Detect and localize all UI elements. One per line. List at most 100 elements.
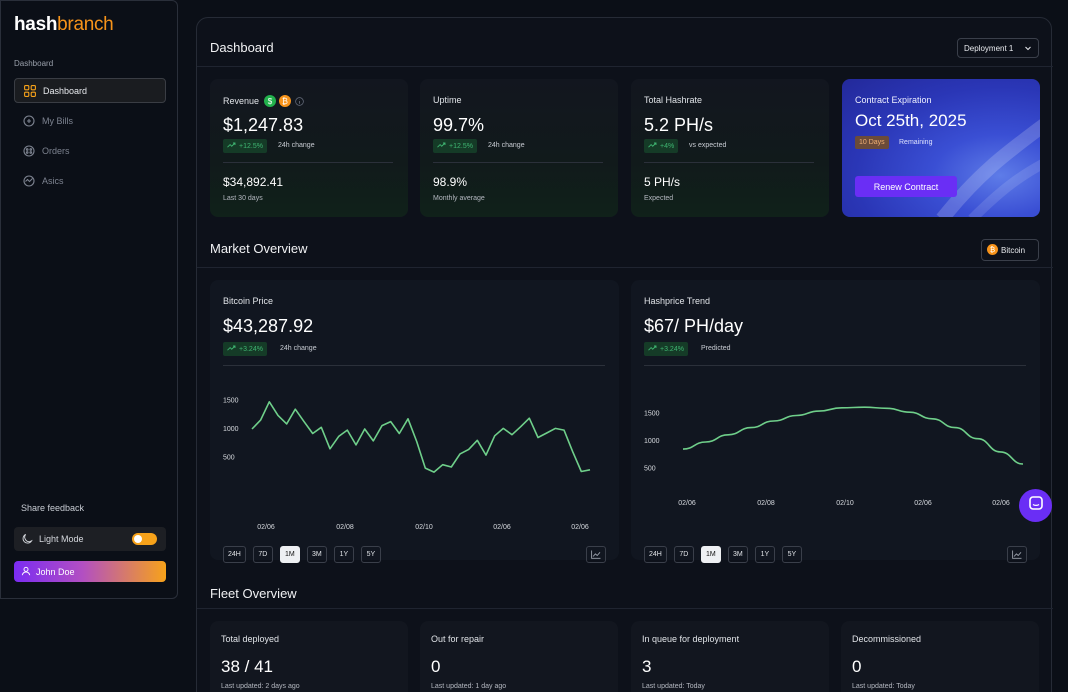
renew-contract-button[interactable]: Renew Contract <box>855 176 957 197</box>
x-tick-label: 02/06 <box>257 524 275 530</box>
range-3m[interactable]: 3M <box>727 546 748 563</box>
sidebar-nav: Dashboard My Bills Orders Asics <box>14 78 166 198</box>
series-line <box>682 406 1024 465</box>
share-feedback-link[interactable]: Share feedback <box>21 503 85 513</box>
coin-select-value: Bitcoin <box>1001 245 1026 255</box>
y-tick-label: 1000 <box>223 426 239 433</box>
range-5y[interactable]: 5Y <box>360 546 381 563</box>
uptime-change-badge: +12.5% <box>433 139 477 153</box>
trend-up-icon <box>227 345 236 353</box>
sidebar-item-orders[interactable]: Orders <box>14 138 166 163</box>
hashprice-change-badge: +3.24% <box>644 342 688 356</box>
series-line <box>251 401 591 473</box>
svg-text:$: $ <box>268 97 273 106</box>
x-tick-label: 02/06 <box>992 500 1010 507</box>
trend-up-icon <box>648 142 657 150</box>
fleet-card-updated: Last updated: 1 day ago <box>431 683 507 690</box>
uptime-monthly-label: Monthly average <box>433 195 485 202</box>
sidebar-item-label: Asics <box>42 175 64 186</box>
bitcoin-price-label: Bitcoin Price <box>223 296 274 306</box>
uptime-change-value: +12.5% <box>449 142 473 150</box>
revenue-card: Revenue $ ₿ $1,247.83 +12.5% 24h change … <box>210 79 408 217</box>
range-24h[interactable]: 24H <box>223 546 246 563</box>
dollar-coin-icon[interactable]: $ <box>264 95 277 107</box>
range-7d[interactable]: 7D <box>252 546 273 563</box>
hashprice-trend-chart[interactable]: 500 1000 1500 02/06 02/08 02/10 02/06 02/06 <box>631 375 1040 530</box>
contract-date: Oct 25th, 2025 <box>855 111 967 130</box>
header-divider <box>197 66 1053 67</box>
bitcoin-range-selector: 24H 7D 1M 3M 1Y 5Y <box>223 546 388 563</box>
sidebar: hashbranch Dashboard Dashboard My Bills … <box>0 0 178 599</box>
hashprice-trend-card: Hashprice Trend $67/ PH/day +3.24% Predi… <box>631 280 1040 563</box>
contract-label: Contract Expiration <box>855 95 932 105</box>
range-5y[interactable]: 5Y <box>781 546 802 563</box>
fleet-card-label: Decommissioned <box>852 634 922 644</box>
range-1m[interactable]: 1M <box>279 546 300 563</box>
range-24h[interactable]: 24H <box>644 546 667 563</box>
y-tick-label: 1500 <box>644 410 660 417</box>
revenue-label-row: Revenue $ ₿ <box>223 95 304 107</box>
svg-text:₿: ₿ <box>990 245 996 254</box>
bitcoin-coin-icon[interactable]: ₿ <box>279 95 292 107</box>
fleet-card-updated: Last updated: 2 days ago <box>221 683 300 690</box>
bitcoin-price-chart[interactable]: 500 1000 1500 02/06 02/08 02/10 02/06 02/06 <box>210 375 619 530</box>
bitcoin-price-card: Bitcoin Price $43,287.92 +3.24% 24h chan… <box>210 280 619 563</box>
y-tick-label: 500 <box>223 454 235 461</box>
revenue-change-note: 24h change <box>278 142 315 149</box>
uptime-change-note: 24h change <box>488 142 525 149</box>
chart-type-button[interactable] <box>586 546 606 563</box>
svg-text:₿: ₿ <box>282 97 288 106</box>
coin-select-button[interactable]: ₿ Bitcoin <box>981 239 1039 261</box>
light-mode-toggle-row[interactable]: Light Mode <box>14 527 166 551</box>
fleet-card-value: 0 <box>852 657 862 676</box>
hashrate-label: Total Hashrate <box>644 95 703 105</box>
range-1y[interactable]: 1Y <box>333 546 354 563</box>
logo[interactable]: hashbranch <box>14 14 114 36</box>
card-divider <box>223 162 393 163</box>
chat-icon <box>1028 495 1044 516</box>
contract-decoration <box>936 119 1040 217</box>
user-icon <box>21 566 31 578</box>
uptime-card: Uptime 99.7% +12.5% 24h change 98.9% Mon… <box>420 79 618 217</box>
sidebar-item-dashboard[interactable]: Dashboard <box>14 78 166 103</box>
range-1y[interactable]: 1Y <box>754 546 775 563</box>
hashrate-value: 5.2 PH/s <box>644 115 714 135</box>
x-tick-label: 02/06 <box>914 500 932 507</box>
hashprice-range-selector: 24H 7D 1M 3M 1Y 5Y <box>644 546 809 563</box>
range-3m[interactable]: 3M <box>306 546 327 563</box>
revenue-30d-label: Last 30 days <box>223 195 263 202</box>
hashprice-change-value: +3.24% <box>660 345 684 353</box>
sidebar-item-asics[interactable]: Asics <box>14 168 166 193</box>
logo-text-branch: branch <box>57 14 114 35</box>
x-tick-label: 02/08 <box>757 500 775 507</box>
contract-remaining-label: Remaining <box>899 139 933 146</box>
chat-support-button[interactable] <box>1019 489 1052 522</box>
sidebar-item-my-bills[interactable]: My Bills <box>14 108 166 133</box>
fleet-divider <box>197 608 1053 609</box>
fleet-card-updated: Last updated: Today <box>642 683 705 690</box>
fleet-card-value: 3 <box>642 657 652 676</box>
range-1m[interactable]: 1M <box>700 546 721 563</box>
fleet-overview-title: Fleet Overview <box>210 586 297 601</box>
fleet-card-total-deployed: Total deployed 38 / 41 Last updated: 2 d… <box>210 621 408 692</box>
asics-icon <box>22 174 36 188</box>
trend-up-icon <box>437 142 446 150</box>
y-tick-label: 500 <box>644 465 656 472</box>
card-divider <box>644 162 814 163</box>
fleet-card-out-for-repair: Out for repair 0 Last updated: 1 day ago <box>420 621 618 692</box>
deployment-select[interactable]: Deployment 1 <box>957 38 1039 58</box>
contract-days-badge: 10 Days <box>855 136 889 149</box>
logo-text-hash: hash <box>14 14 58 35</box>
hashprice-change-note: Predicted <box>701 345 731 352</box>
user-profile-button[interactable]: John Doe <box>14 561 166 582</box>
bitcoin-change-note: 24h change <box>280 345 317 352</box>
bitcoin-change-value: +3.24% <box>239 345 263 353</box>
range-7d[interactable]: 7D <box>673 546 694 563</box>
info-icon[interactable] <box>295 96 304 106</box>
switch-knob <box>134 535 142 543</box>
bitcoin-icon: ₿ <box>987 243 998 257</box>
bitcoin-price-value: $43,287.92 <box>223 316 314 336</box>
light-mode-switch[interactable] <box>132 533 157 545</box>
chart-type-button[interactable] <box>1007 546 1027 563</box>
light-mode-label: Light Mode <box>39 534 84 544</box>
